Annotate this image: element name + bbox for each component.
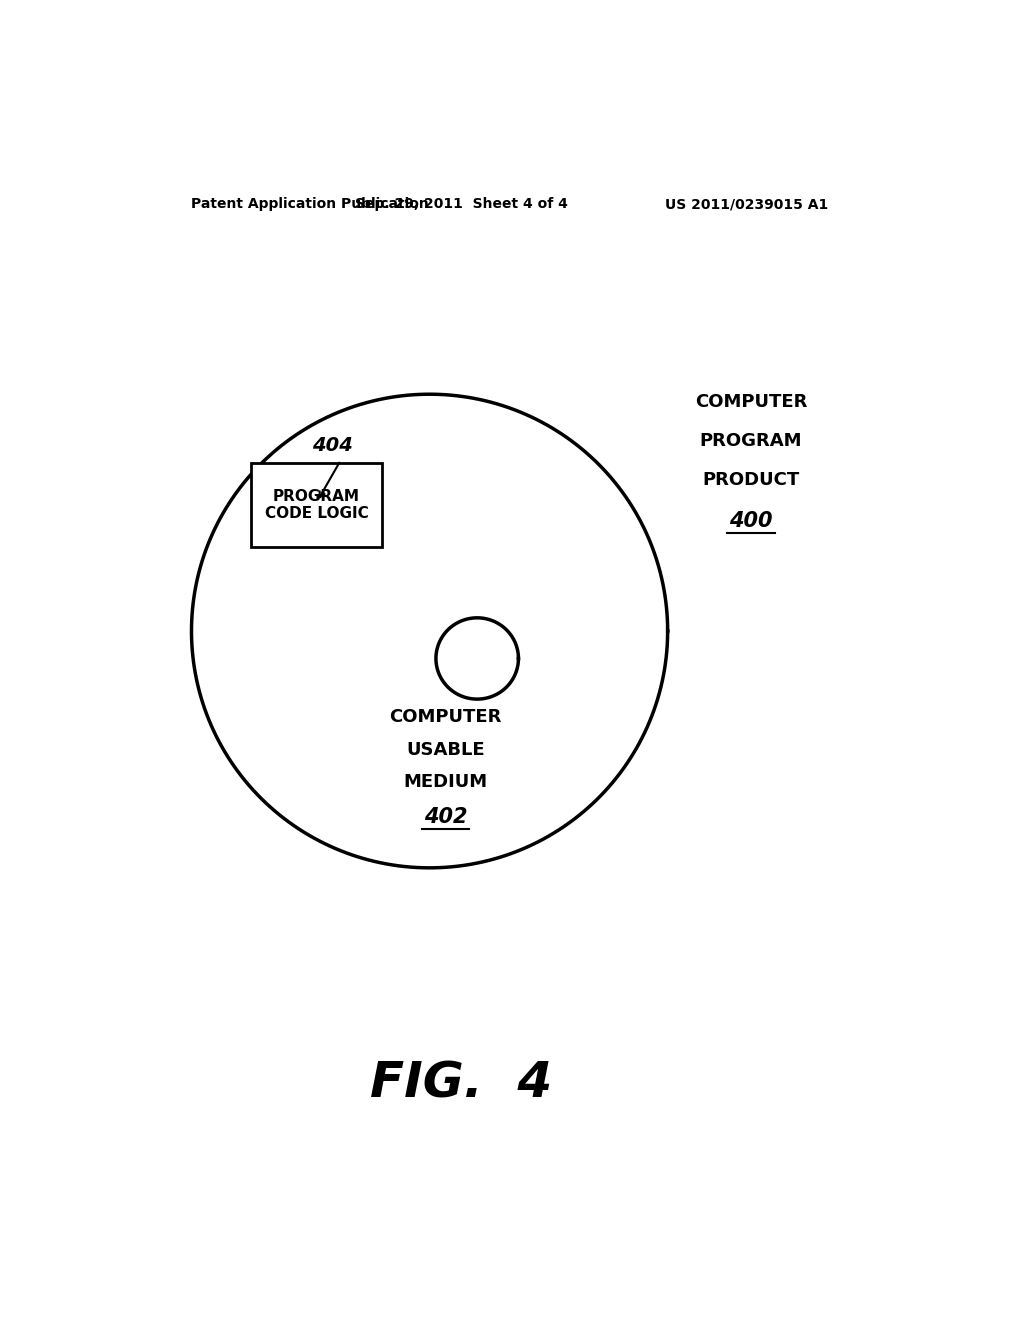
Text: COMPUTER: COMPUTER [389, 709, 502, 726]
Text: 402: 402 [424, 807, 467, 828]
Text: PROGRAM: PROGRAM [699, 432, 802, 450]
Text: MEDIUM: MEDIUM [403, 774, 487, 792]
Text: PROGRAM
CODE LOGIC: PROGRAM CODE LOGIC [264, 488, 369, 521]
Text: FIG.  4: FIG. 4 [371, 1060, 552, 1107]
Text: COMPUTER: COMPUTER [695, 393, 807, 412]
Bar [251, 463, 382, 546]
Polygon shape [436, 618, 518, 700]
Text: Sep. 29, 2011  Sheet 4 of 4: Sep. 29, 2011 Sheet 4 of 4 [355, 197, 567, 211]
Polygon shape [191, 395, 668, 867]
Text: USABLE: USABLE [407, 741, 484, 759]
Text: US 2011/0239015 A1: US 2011/0239015 A1 [666, 197, 828, 211]
Text: PRODUCT: PRODUCT [702, 471, 800, 488]
Text: 400: 400 [729, 511, 773, 531]
Text: Patent Application Publication: Patent Application Publication [191, 197, 429, 211]
Text: 404: 404 [312, 436, 353, 454]
